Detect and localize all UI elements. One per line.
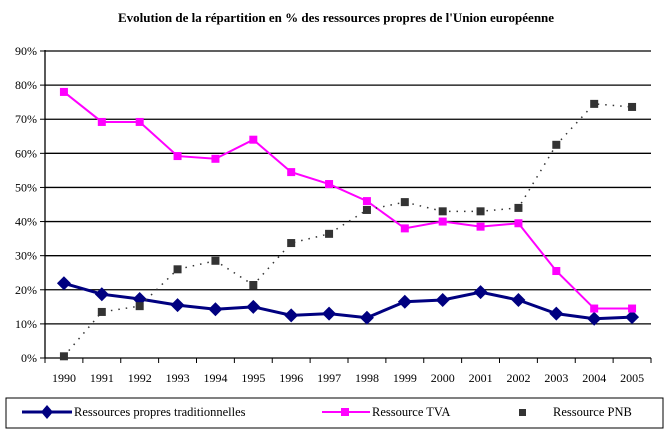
data-point	[476, 222, 485, 231]
x-tick-label: 2004	[582, 371, 606, 385]
data-point	[476, 207, 485, 216]
x-tick-label: 2005	[620, 371, 644, 385]
data-point	[322, 306, 337, 321]
data-point	[208, 302, 223, 317]
data-point	[628, 102, 637, 111]
x-tick-label: 1997	[317, 371, 341, 385]
gridlines	[45, 50, 651, 325]
data-point	[211, 256, 220, 265]
y-tick-label: 60%	[15, 146, 37, 160]
y-tick-label: 50%	[15, 180, 37, 194]
x-tick-label: 1999	[393, 371, 417, 385]
data-point	[625, 310, 640, 325]
data-point	[438, 207, 447, 216]
x-tick-label: 2002	[506, 371, 530, 385]
data-point	[511, 293, 526, 308]
data-point	[59, 87, 68, 96]
data-point	[552, 267, 561, 276]
data-point	[59, 352, 68, 361]
data-point	[135, 302, 144, 311]
x-tick-label: 1990	[52, 371, 76, 385]
y-tick-label: 70%	[15, 112, 37, 126]
data-point	[170, 298, 185, 313]
series-2	[59, 99, 637, 361]
data-point	[549, 306, 564, 321]
y-tick-label: 90%	[15, 44, 37, 58]
data-point	[400, 224, 409, 233]
y-tick-label: 30%	[15, 249, 37, 263]
legend-label-pnb: Ressource PNB	[553, 405, 632, 419]
y-tick-label: 20%	[15, 283, 37, 297]
x-tick-label: 1994	[203, 371, 227, 385]
x-tick-label: 1991	[90, 371, 114, 385]
square-marker-icon	[519, 409, 526, 416]
data-point	[362, 197, 371, 206]
x-tick-label: 1998	[355, 371, 379, 385]
legend: Ressources propres traditionnelles Resso…	[5, 397, 664, 429]
data-point	[94, 287, 109, 302]
data-point	[97, 307, 106, 316]
data-point	[514, 203, 523, 212]
series-line	[63, 91, 633, 310]
data-point	[435, 293, 450, 308]
data-point	[552, 140, 561, 149]
data-point	[249, 135, 258, 144]
data-point	[628, 304, 637, 313]
x-tick-label: 1993	[166, 371, 190, 385]
data-point	[325, 180, 334, 189]
x-tick-label: 2003	[544, 371, 568, 385]
x-axis: 1990 1991 1992 1993 1994 1995 1996 1997 1998 1999…	[44, 357, 652, 385]
x-tick-label: 1996	[279, 371, 303, 385]
data-point	[590, 304, 599, 313]
data-point	[362, 205, 371, 214]
y-tick-label: 10%	[15, 317, 37, 331]
data-point	[587, 311, 602, 326]
data-point	[359, 310, 374, 325]
series-1	[59, 87, 637, 313]
data-point	[325, 229, 334, 238]
data-point	[590, 99, 599, 108]
x-tick-label: 1992	[128, 371, 152, 385]
series-line	[63, 281, 633, 321]
data-point	[287, 239, 296, 248]
data-point	[56, 276, 71, 291]
data-point	[211, 154, 220, 163]
data-point	[246, 299, 261, 314]
data-point	[173, 265, 182, 274]
data-point	[249, 281, 258, 290]
x-tick-label: 2001	[469, 371, 493, 385]
diamond-marker-icon	[41, 405, 53, 419]
legend-item-pnb: Ressource PNB	[519, 405, 632, 419]
data-point	[97, 117, 106, 126]
x-tick-label: 1995	[241, 371, 265, 385]
data-point	[397, 294, 412, 309]
data-point	[400, 198, 409, 207]
series-0	[56, 276, 640, 326]
data-point	[514, 219, 523, 228]
y-axis: 0% 10% 20% 30% 40% 50% 60% 70% 80% 90%	[15, 44, 46, 365]
data-point	[287, 168, 296, 177]
data-point	[135, 117, 144, 126]
series-line	[63, 103, 633, 357]
legend-item-traditionnelles: Ressources propres traditionnelles	[22, 405, 246, 419]
y-tick-label: 0%	[21, 351, 37, 365]
data-point	[438, 217, 447, 226]
square-marker-icon	[341, 408, 349, 416]
series-layer	[56, 87, 640, 361]
y-tick-label: 40%	[15, 215, 37, 229]
y-tick-label: 80%	[15, 78, 37, 92]
chart-title: Evolution de la répartition en % des res…	[118, 10, 554, 25]
legend-item-tva: Ressource TVA	[322, 405, 450, 419]
data-point	[473, 285, 488, 300]
data-point	[173, 152, 182, 161]
legend-label-traditionnelles: Ressources propres traditionnelles	[74, 405, 246, 419]
data-point	[284, 308, 299, 323]
x-tick-label: 2000	[431, 371, 455, 385]
legend-label-tva: Ressource TVA	[372, 405, 450, 419]
